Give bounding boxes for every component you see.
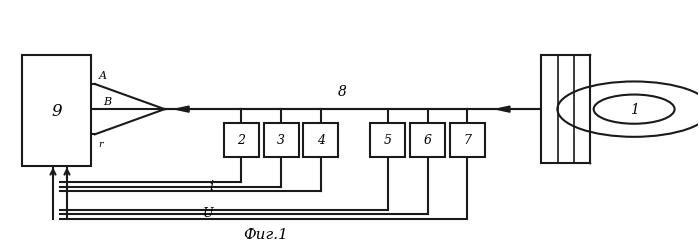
Polygon shape	[175, 107, 189, 113]
Text: 6: 6	[424, 134, 431, 147]
Bar	[264, 123, 298, 157]
Polygon shape	[496, 107, 510, 113]
Bar	[370, 123, 405, 157]
Bar	[303, 123, 338, 157]
Text: r: r	[99, 139, 103, 148]
Text: A: A	[99, 70, 106, 80]
Text: U: U	[203, 206, 213, 219]
Text: 8: 8	[338, 85, 347, 99]
Text: Фиг.1: Фиг.1	[243, 227, 288, 241]
Text: 2: 2	[238, 134, 245, 147]
Text: 3: 3	[277, 134, 285, 147]
Bar	[22, 56, 92, 166]
Bar	[410, 123, 445, 157]
Text: B: B	[103, 97, 111, 107]
Text: 7: 7	[463, 134, 471, 147]
Text: 1: 1	[630, 103, 639, 117]
Text: i: i	[210, 180, 213, 193]
Text: 9: 9	[51, 103, 62, 119]
Bar	[541, 56, 590, 164]
Bar	[450, 123, 485, 157]
Text: 5: 5	[384, 134, 392, 147]
Text: 4: 4	[317, 134, 325, 147]
Bar	[224, 123, 259, 157]
